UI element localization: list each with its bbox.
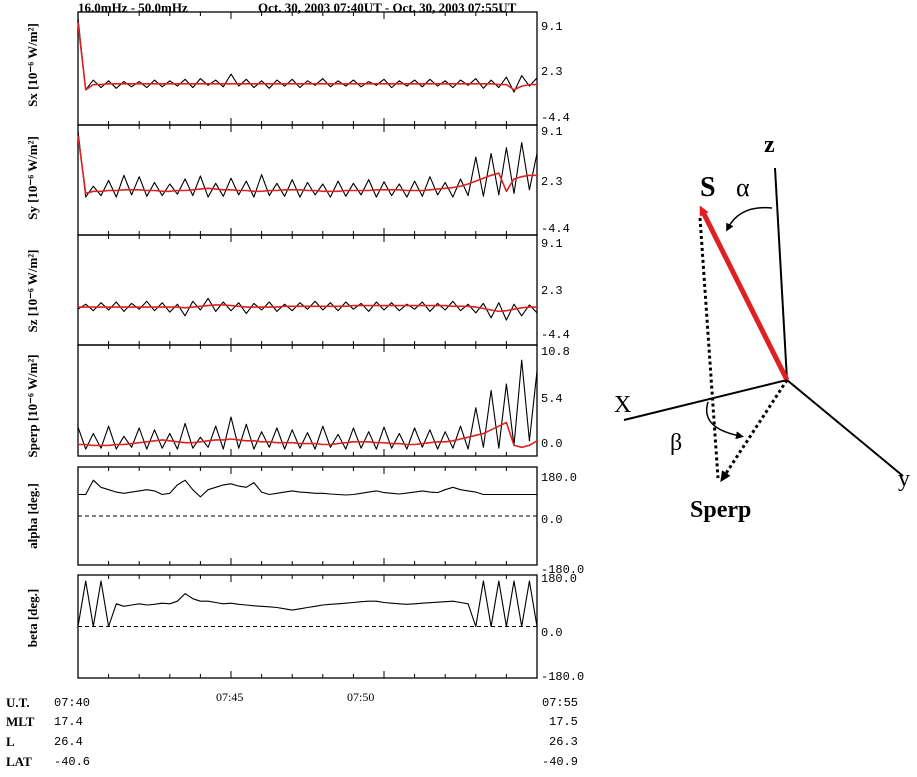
- panel-3-ylabel: Sz [10⁻⁶ W/m²]: [25, 231, 41, 351]
- panel-3-series-2: [78, 305, 537, 312]
- panel-4-frame: [78, 345, 537, 456]
- panel-3-frame: [78, 235, 537, 345]
- panel-1-series-2: [78, 23, 537, 90]
- panel-5-frame: [78, 467, 537, 565]
- p1-tick-top: 9.1: [541, 20, 563, 34]
- p2-tick-top: 9.1: [541, 125, 563, 139]
- footer-lat-start: -40.6: [54, 755, 90, 769]
- p5-tick-mid: 0.0: [541, 513, 563, 527]
- footer-l-end: 26.3: [549, 735, 578, 749]
- panel-6-series-1: [78, 581, 537, 627]
- footer-mlt-end: 17.5: [549, 715, 578, 729]
- footer-lat-end: -40.9: [542, 755, 578, 769]
- panel-4-ylabel: Sperp [10⁻⁶ W/m²]: [25, 346, 41, 466]
- p6-tick-bot: -180.0: [541, 670, 584, 684]
- panel-5-series-1: [78, 480, 537, 497]
- p2-tick-mid: 2.3: [541, 175, 563, 189]
- footer-label-ut: U.T.: [6, 695, 30, 711]
- footer-l-start: 26.4: [54, 735, 83, 749]
- xtick-0745: 07:45: [216, 690, 243, 705]
- footer-ut-end: 07:55: [542, 696, 578, 710]
- p4-tick-mid: 5.4: [541, 392, 563, 406]
- panel-1-series-1: [78, 18, 537, 92]
- p4-tick-top: 10.8: [541, 345, 570, 359]
- panel-4-series-1: [78, 360, 537, 449]
- panel-1-ylabel: Sx [10⁻⁶ W/m²]: [25, 5, 41, 125]
- panel-1-frame: [78, 12, 537, 125]
- panel-4-series-2: [78, 423, 537, 448]
- p3-tick-mid: 2.3: [541, 284, 563, 298]
- footer-ut-start: 07:40: [54, 696, 90, 710]
- panel-2-series-2: [78, 135, 537, 193]
- panel-6-frame: [78, 575, 537, 678]
- p1-tick-mid: 2.3: [541, 65, 563, 79]
- footer-label-l: L: [6, 734, 15, 750]
- footer-label-lat: LAT: [6, 754, 32, 770]
- p1-tick-bot: -4.4: [541, 111, 570, 125]
- panel-2-ylabel: Sy [10⁻⁶ W/m²]: [25, 118, 41, 238]
- panel-6-ylabel: beta [deg.]: [25, 558, 41, 678]
- p6-tick-top: 180.0: [541, 572, 577, 586]
- p4-tick-bot: 0.0: [541, 437, 563, 451]
- panel-2-frame: [78, 125, 537, 235]
- footer-label-mlt: MLT: [6, 714, 34, 730]
- panel-3-series-1: [78, 298, 537, 320]
- panel-2-series-1: [78, 131, 537, 197]
- xtick-0750: 07:50: [347, 690, 374, 705]
- p5-tick-top: 180.0: [541, 471, 577, 485]
- p6-tick-mid: 0.0: [541, 626, 563, 640]
- p3-tick-bot: -4.4: [541, 328, 570, 342]
- p2-tick-bot: -4.4: [541, 222, 570, 236]
- footer-mlt-start: 17.4: [54, 715, 83, 729]
- p3-tick-top: 9.1: [541, 237, 563, 251]
